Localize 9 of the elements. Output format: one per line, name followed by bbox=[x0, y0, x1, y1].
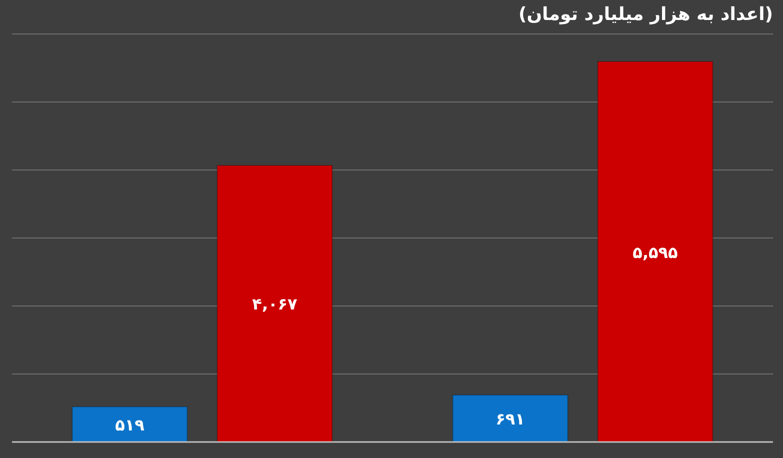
bar bbox=[72, 406, 188, 442]
bar bbox=[452, 394, 568, 442]
data-label: ۵,۵۹۵ bbox=[632, 242, 678, 262]
data-label: ۴,۰۶۷ bbox=[252, 294, 298, 314]
bar bbox=[216, 164, 333, 442]
chart-title: (اعداد به هزار میلیارد تومان) bbox=[518, 4, 773, 25]
bar bbox=[597, 61, 714, 442]
data-label: ۵۱۹ bbox=[115, 415, 145, 434]
data-label: ۶۹۱ bbox=[496, 410, 525, 429]
